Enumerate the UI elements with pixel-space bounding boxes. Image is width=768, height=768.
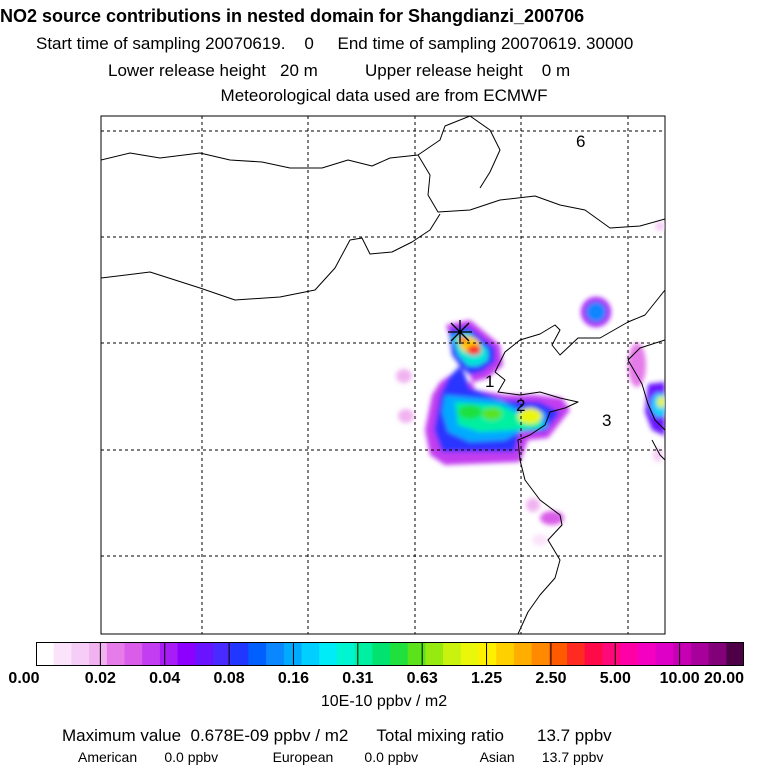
- colorbar-swatch: [266, 642, 285, 666]
- start-time-label: Start time of sampling 20070619.: [36, 34, 286, 53]
- colorbar-tick-label: 0.16: [277, 670, 310, 687]
- colorbar-tick-label: 0.63: [406, 670, 438, 687]
- region-label-6: 6: [576, 132, 586, 151]
- colorbar-swatch: [248, 642, 267, 666]
- colorbar-tick-label: 0.00: [8, 670, 40, 687]
- sampling-time-line: Start time of sampling 20070619. 0 End t…: [36, 34, 633, 54]
- colorbar-swatch: [496, 642, 515, 666]
- summary-line: Maximum value 0.678E-09 ppbv / m2 Total …: [62, 726, 612, 746]
- colorbar-swatch: [195, 642, 214, 666]
- coastlines-and-borders: [101, 116, 665, 634]
- regional-breakdown-line: American 0.0 ppbv European 0.0 ppbv Asia…: [78, 749, 603, 765]
- colorbar-swatch: [549, 642, 568, 666]
- colorbar-swatch: [301, 642, 320, 666]
- colorbar-swatch: [726, 642, 744, 666]
- total-mixing-value: 13.7 ppbv: [537, 726, 612, 745]
- colorbar-swatch: [53, 642, 72, 666]
- colorbar-swatch: [602, 642, 621, 666]
- colorbar-swatch: [655, 642, 674, 666]
- colorbar-swatch: [354, 642, 373, 666]
- colorbar-swatch: [690, 642, 710, 666]
- max-value-label: Maximum value: [62, 726, 182, 745]
- map-frame: [100, 115, 666, 635]
- contribution-map: [100, 115, 666, 635]
- colorbar-swatch: [584, 642, 603, 666]
- colorbar-swatch: [407, 642, 426, 666]
- asian-value: 13.7 ppbv: [541, 749, 604, 765]
- colorbar-swatch: [142, 642, 161, 666]
- colorbar-swatch: [283, 642, 302, 666]
- colorbar-tick-label: 20.00: [703, 670, 745, 687]
- met-data-line: Meteorological data used are from ECMWF: [220, 86, 548, 105]
- colorbar-tick-label: 10.00: [659, 670, 700, 687]
- colorbar-swatch: [567, 642, 586, 666]
- colorbar-tick-label: 0.08: [213, 670, 245, 687]
- start-time-value: 0: [304, 34, 314, 53]
- colorbar-swatch: [531, 642, 550, 666]
- colorbar-border: [36, 642, 744, 666]
- american-value: 0.0 ppbv: [164, 749, 219, 765]
- region-label-2: 2: [516, 396, 526, 415]
- total-mixing-label: Total mixing ratio: [376, 726, 504, 745]
- colorbar-swatch: [460, 642, 479, 666]
- upper-height-value: 0 m: [541, 61, 571, 80]
- colorbar-swatch: [637, 642, 656, 666]
- region-label-3: 3: [602, 411, 612, 430]
- colorbar-swatch: [124, 642, 143, 666]
- european-value: 0.0 ppbv: [364, 749, 419, 765]
- colorbar-swatch: [89, 642, 108, 666]
- colorbar-tick-label: 0.31: [342, 670, 374, 687]
- colorbar-swatch: [230, 642, 249, 666]
- colorbar-swatch: [620, 642, 639, 666]
- colorbar-swatch: [478, 642, 497, 666]
- colorbar-unit: 10E-10 ppbv / m2: [320, 693, 448, 710]
- release-height-line: Lower release height 20 m Upper release …: [108, 61, 570, 81]
- lower-height-value: 20 m: [280, 61, 318, 80]
- grid-lines: [101, 116, 665, 634]
- receptor-star-icon: [448, 320, 472, 344]
- colorbar-tick-label: 1.25: [470, 670, 503, 687]
- colorbar-tick-label: 0.02: [84, 670, 116, 687]
- european-label: European: [272, 749, 334, 765]
- lower-height-label: Lower release height: [108, 61, 266, 80]
- colorbar-swatch: [213, 642, 232, 666]
- colorbar-tick-label: 5.00: [599, 670, 631, 687]
- colorbar: [36, 642, 744, 666]
- colorbar-swatch: [336, 642, 356, 666]
- colorbar-swatch: [177, 642, 196, 666]
- colorbar-tick-label: 0.04: [149, 670, 181, 687]
- colorbar-swatch: [319, 642, 338, 666]
- colorbar-swatch: [425, 642, 444, 666]
- plume-layer: [396, 221, 665, 546]
- colorbar-tick-label: 2.50: [535, 670, 567, 687]
- end-time-label: End time of sampling 20070619. 30000: [337, 34, 634, 53]
- colorbar-swatch: [159, 642, 179, 666]
- colorbar-swatch: [106, 642, 125, 666]
- american-label: American: [78, 749, 138, 765]
- colorbar-swatch: [390, 642, 409, 666]
- max-value: 0.678E-09 ppbv / m2: [190, 726, 349, 745]
- colorbar-swatch: [708, 642, 727, 666]
- colorbar-swatch: [372, 642, 391, 666]
- colorbar-swatch: [513, 642, 533, 666]
- upper-height-label: Upper release height: [365, 61, 523, 80]
- colorbar-swatch: [443, 642, 462, 666]
- map-title: NO2 source contributions in nested domai…: [0, 6, 585, 26]
- colorbar-swatch: [71, 642, 90, 666]
- colorbar-swatch: [673, 642, 692, 666]
- asian-label: Asian: [479, 749, 515, 765]
- region-label-1: 1: [485, 372, 495, 391]
- colorbar-swatch: [36, 642, 55, 666]
